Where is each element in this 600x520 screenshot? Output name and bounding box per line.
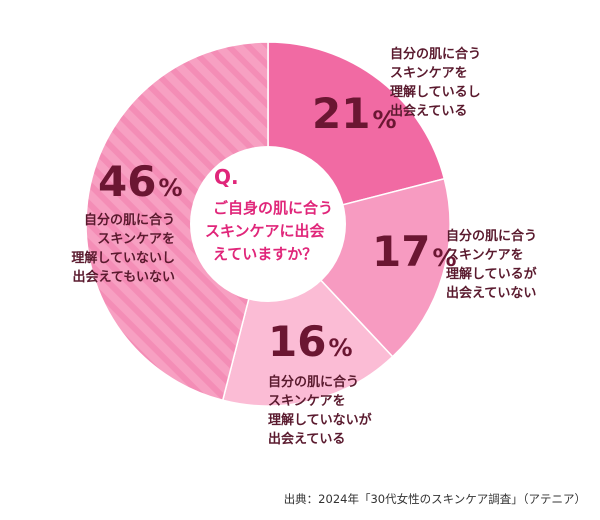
question-mark: Q. [214, 165, 239, 189]
percentage-labels: 21% 17% 16% 46% [98, 89, 457, 366]
donut-hole [190, 146, 346, 302]
slice-category-label-2: 自分の肌に合うスキンケアを理解しているが出会えていない [446, 228, 537, 301]
slice-value-label-3: 16% [268, 317, 353, 366]
slice-value-label-1: 21% [312, 89, 397, 138]
center-question: Q. ご自身の肌に合う スキンケアに出会 えていますか？ [205, 165, 333, 263]
slice-category-label-4: 自分の肌に合うスキンケアを理解していないし出会えてもいない [71, 212, 175, 285]
slice-value-label-2: 17% [372, 227, 457, 276]
slice-category-label-1: 自分の肌に合うスキンケアを理解しているし出会えている [390, 46, 481, 119]
question-line-2: スキンケアに出会 [205, 222, 325, 240]
question-line-3: えていますか？ [213, 245, 317, 263]
slice-value-label-4: 46% [98, 157, 183, 206]
slice-category-labels: 自分の肌に合うスキンケアを理解しているし出会えている自分の肌に合うスキンケアを理… [71, 46, 537, 447]
source-note: 出典：2024年「30代女性のスキンケア調査」（アテニア） [284, 492, 586, 506]
slice-category-label-3: 自分の肌に合うスキンケアを理解していないが出会えている [268, 374, 372, 447]
question-line-1: ご自身の肌に合う [213, 199, 333, 217]
pie-slice-4 [85, 41, 269, 402]
